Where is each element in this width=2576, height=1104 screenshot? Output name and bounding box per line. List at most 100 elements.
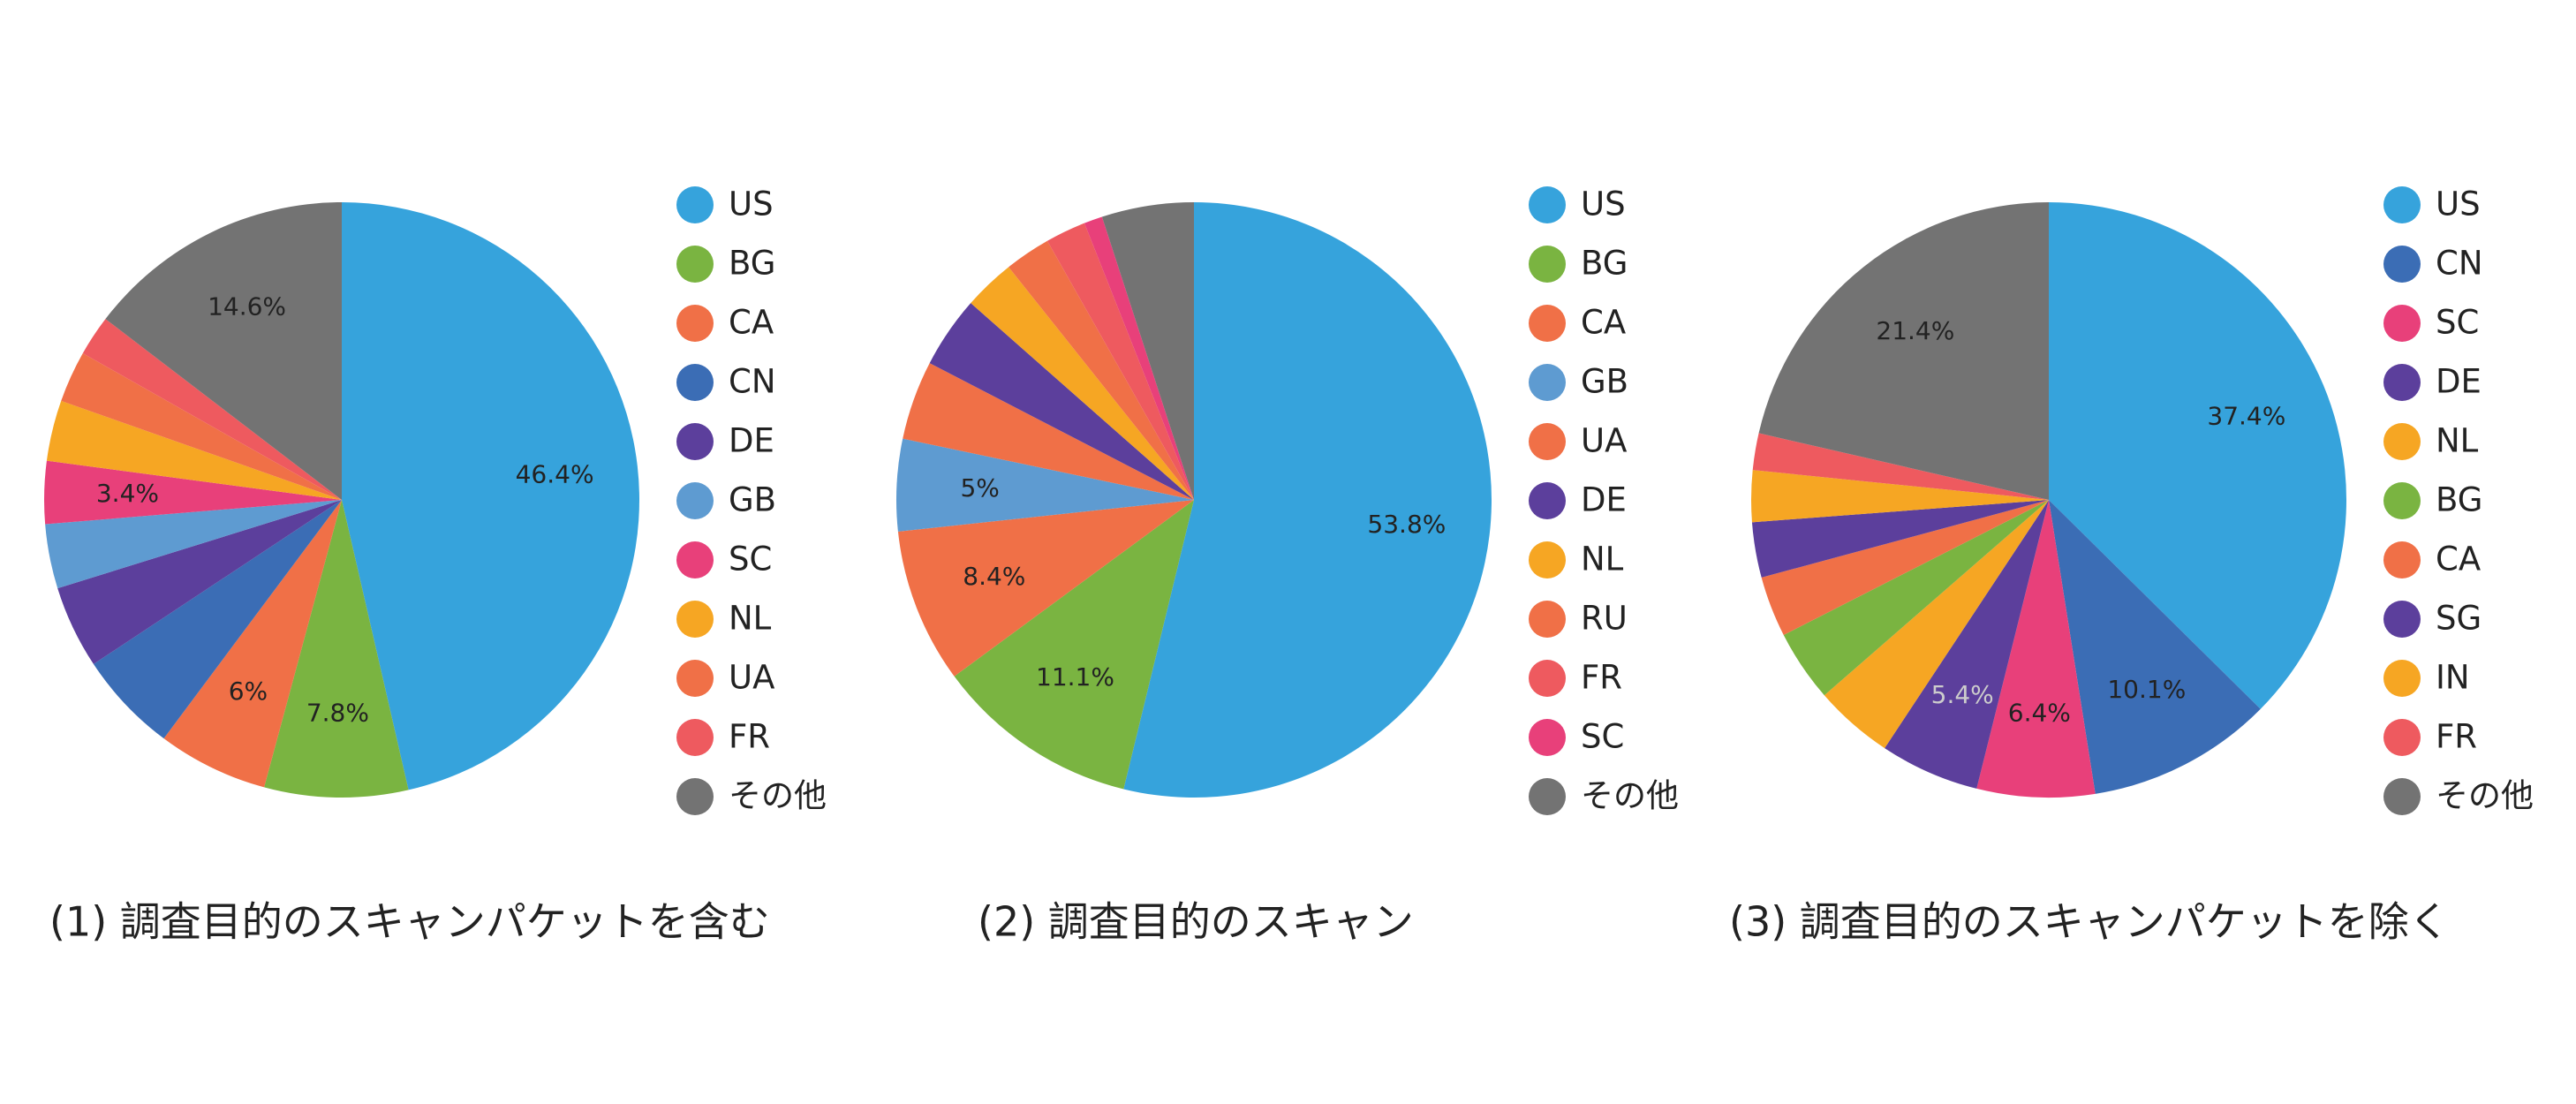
pie-slice [896, 438, 1194, 532]
legend-label: GB [729, 481, 776, 519]
legend-label: BG [1581, 245, 1628, 283]
legend-swatch [1529, 778, 1566, 815]
pie-slice [929, 303, 1194, 500]
legend-swatch [676, 601, 714, 638]
legend-swatch [2383, 660, 2421, 697]
data-label: 46.4% [516, 460, 594, 489]
legend-swatch [676, 778, 714, 815]
pie-slice [954, 500, 1194, 790]
legend-label: US [2436, 185, 2481, 223]
legend-swatch [1529, 541, 1566, 578]
legend-swatch [676, 660, 714, 697]
legend-label: UA [1581, 422, 1627, 460]
pie-slice [93, 500, 343, 739]
legend-swatch [676, 305, 714, 342]
pie-slice [1824, 500, 2049, 749]
legend-swatch [1529, 601, 1566, 638]
pie-slice [1976, 500, 2096, 798]
pie-slice [45, 500, 342, 589]
legend-swatch [2383, 541, 2421, 578]
legend-label: SC [729, 541, 772, 578]
legend-label: NL [1581, 541, 1624, 578]
pie-slice [971, 267, 1194, 500]
legend-label: CN [729, 363, 776, 401]
legend-label: FR [2436, 718, 2477, 756]
legend-label: SC [1581, 718, 1624, 756]
pie-slice [1758, 202, 2049, 500]
pie-slice [1084, 216, 1194, 500]
legend-label: US [729, 185, 774, 223]
legend-swatch [1529, 660, 1566, 697]
pie-slice [1101, 202, 1194, 500]
legend-swatch [1529, 482, 1566, 519]
data-label: 14.6% [208, 291, 286, 321]
legend-label: SG [2436, 600, 2482, 638]
legend-label: SC [2436, 304, 2479, 342]
pie-slice [1008, 240, 1194, 500]
legend-label: DE [729, 422, 774, 460]
legend-swatch [2383, 719, 2421, 756]
legend-swatch [676, 719, 714, 756]
legend-swatch [676, 541, 714, 578]
legend-swatch [2383, 482, 2421, 519]
legend-label: CA [729, 304, 774, 342]
legend-label: DE [2436, 363, 2482, 401]
data-label: 5% [960, 473, 999, 503]
pie-slice [1046, 223, 1194, 500]
legend-swatch [1529, 305, 1566, 342]
data-label: 8.4% [963, 562, 1025, 591]
legend-swatch [2383, 778, 2421, 815]
legend-label: BG [729, 245, 775, 283]
legend-label: UA [729, 659, 774, 697]
pie-slice [1885, 500, 2049, 789]
legend-swatch [2383, 364, 2421, 401]
legend-label: CN [2436, 245, 2483, 283]
legend-swatch [676, 246, 714, 283]
pie-slice [163, 500, 342, 788]
pie-slice [1761, 500, 2049, 635]
legend-swatch [2383, 246, 2421, 283]
legend-label: その他 [1581, 777, 1679, 815]
legend-swatch [1529, 423, 1566, 460]
legend-label: GB [1581, 363, 1628, 401]
chart-title: (1) 調査目的のスキャンパケットを含む [49, 898, 770, 946]
legend-swatch [2383, 186, 2421, 223]
pie-slice [264, 500, 409, 798]
legend-label: DE [1581, 481, 1627, 519]
legend-swatch [1529, 364, 1566, 401]
legend-swatch [1529, 719, 1566, 756]
legend-swatch [1529, 246, 1566, 283]
legend-label: NL [729, 600, 772, 638]
pie-slice [1751, 500, 2049, 578]
pie-slice [897, 500, 1194, 677]
data-label: 53.8% [1367, 510, 1446, 539]
pie-slice [1123, 202, 1492, 798]
pie-slice [82, 319, 342, 500]
pie-slice [2049, 500, 2261, 794]
chart-title: (3) 調査目的のスキャンパケットを除く [1729, 898, 2450, 946]
pie-slice [1750, 470, 2049, 523]
pie-slice [44, 460, 343, 525]
legend-label: RU [1581, 600, 1628, 638]
legend-label: BG [2436, 481, 2482, 519]
data-label: 37.4% [2207, 401, 2285, 430]
pie-slice [903, 363, 1194, 500]
chart-title: (2) 調査目的のスキャン [978, 898, 1414, 946]
data-label: 11.1% [1036, 662, 1114, 692]
legend-label: US [1581, 185, 1626, 223]
data-label: 6.4% [2008, 698, 2071, 727]
legend-label: IN [2436, 659, 2470, 697]
legend-label: NL [2436, 422, 2479, 460]
pie-slice [2049, 202, 2346, 709]
pie-slice [1783, 500, 2049, 696]
legend-swatch [676, 423, 714, 460]
legend-label: CA [1581, 304, 1626, 342]
data-label: 5.4% [1931, 680, 1994, 709]
legend-swatch [2383, 305, 2421, 342]
pie-slice [61, 352, 342, 500]
data-label: 3.4% [96, 479, 159, 508]
legend-label: FR [729, 718, 770, 756]
data-label: 7.8% [306, 699, 369, 728]
pie-slice [46, 400, 343, 500]
